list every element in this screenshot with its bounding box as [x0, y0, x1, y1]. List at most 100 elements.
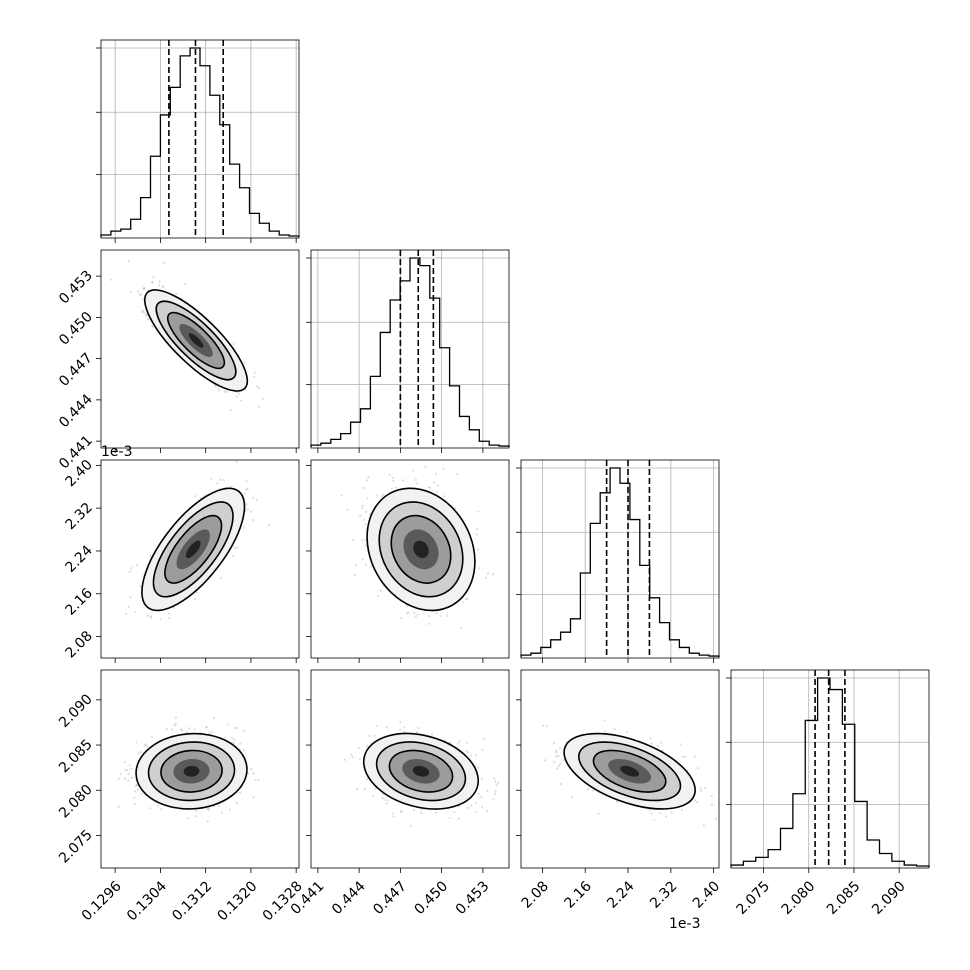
- contour-line-2: [166, 311, 226, 370]
- sample-point: [252, 796, 255, 799]
- panel-frame: [730, 669, 930, 869]
- sample-point: [613, 728, 616, 731]
- sample-point: [424, 465, 427, 468]
- y-offset-label-2: 1e-3: [101, 444, 132, 460]
- sample-point: [229, 409, 232, 412]
- sample-point: [664, 815, 668, 818]
- sample-point: [659, 812, 662, 815]
- sample-point: [193, 495, 197, 498]
- sample-point: [413, 611, 416, 615]
- sample-point: [235, 395, 238, 398]
- sample-point: [235, 802, 238, 805]
- sample-point: [386, 799, 389, 802]
- sample-point: [367, 476, 370, 479]
- contour-line-1: [375, 741, 467, 802]
- sample-point: [151, 281, 154, 284]
- sample-point: [172, 606, 175, 609]
- sample-point: [212, 716, 215, 720]
- histogram-panel-0: [96, 39, 300, 239]
- sample-point: [457, 817, 460, 820]
- sample-point: [373, 734, 376, 737]
- x-tick-label-3-2: 2.085: [824, 878, 864, 918]
- sample-point: [128, 570, 131, 573]
- sample-point: [400, 811, 403, 814]
- sample-point: [232, 741, 235, 744]
- y-tick-label-3-0: 2.075: [56, 827, 96, 867]
- sample-point: [134, 785, 137, 788]
- sample-point: [187, 817, 190, 820]
- sample-point: [217, 389, 220, 392]
- sample-point: [470, 804, 473, 807]
- density-level-4: [188, 333, 204, 348]
- sample-point: [127, 779, 130, 782]
- sample-point: [562, 759, 565, 762]
- x-tick-label-0-0: 0.1296: [79, 878, 125, 924]
- sample-point: [216, 482, 219, 485]
- sample-point: [150, 735, 154, 738]
- x-tick-label-0-3: 0.1320: [215, 878, 261, 924]
- sample-point: [243, 526, 246, 529]
- sample-point: [139, 293, 142, 296]
- sample-point: [350, 753, 353, 756]
- sample-point: [388, 473, 391, 476]
- sample-point: [481, 806, 484, 809]
- sample-point: [366, 778, 369, 781]
- sample-point: [586, 788, 590, 791]
- sample-point: [392, 479, 395, 483]
- sample-point: [149, 615, 152, 618]
- sample-point: [364, 510, 367, 513]
- contour-line-1: [577, 741, 682, 802]
- sample-point: [229, 485, 232, 488]
- sample-point: [195, 809, 198, 813]
- sample-point: [481, 748, 484, 752]
- sample-point: [449, 741, 452, 745]
- contour-line-2: [164, 514, 223, 584]
- sample-point: [245, 480, 248, 483]
- sample-point: [542, 724, 545, 727]
- sample-point: [477, 766, 480, 769]
- sample-point: [615, 800, 619, 804]
- y-tick-label-3-3: 2.090: [56, 691, 96, 731]
- sample-point: [474, 802, 478, 805]
- sample-point: [484, 576, 488, 579]
- sample-point: [428, 622, 431, 625]
- sample-point: [357, 746, 361, 749]
- sample-point: [475, 533, 478, 536]
- sample-point: [257, 405, 261, 408]
- x-tick-label-0-1: 0.1304: [124, 878, 170, 924]
- sample-point: [714, 817, 718, 820]
- sample-point: [437, 484, 440, 487]
- contour-line-2: [388, 749, 454, 793]
- sample-point: [170, 728, 173, 731]
- sample-point: [390, 487, 393, 490]
- sample-point: [193, 728, 196, 731]
- sample-point: [435, 612, 438, 615]
- sample-point: [391, 476, 394, 480]
- sample-point: [240, 399, 243, 402]
- sample-point: [137, 290, 140, 293]
- sample-point: [257, 779, 260, 782]
- contour-line-0: [135, 732, 248, 810]
- sample-point: [186, 731, 189, 734]
- sample-point: [364, 523, 367, 526]
- panel-frame: [310, 459, 510, 659]
- sample-point: [110, 278, 113, 281]
- sample-point: [358, 757, 362, 761]
- sample-point: [127, 772, 130, 776]
- sample-point: [245, 503, 248, 506]
- sample-point: [159, 618, 162, 621]
- sample-point: [428, 615, 431, 618]
- sample-point: [231, 737, 234, 740]
- sample-point: [369, 565, 372, 568]
- sample-point: [650, 812, 653, 815]
- sample-point: [543, 759, 547, 762]
- sample-point: [477, 567, 480, 570]
- sample-point: [420, 808, 423, 811]
- histogram-line: [310, 257, 510, 447]
- panel-background: [521, 460, 719, 658]
- sample-point: [411, 469, 415, 472]
- sample-point: [570, 796, 574, 799]
- sample-point: [364, 544, 367, 547]
- sample-point: [399, 728, 402, 731]
